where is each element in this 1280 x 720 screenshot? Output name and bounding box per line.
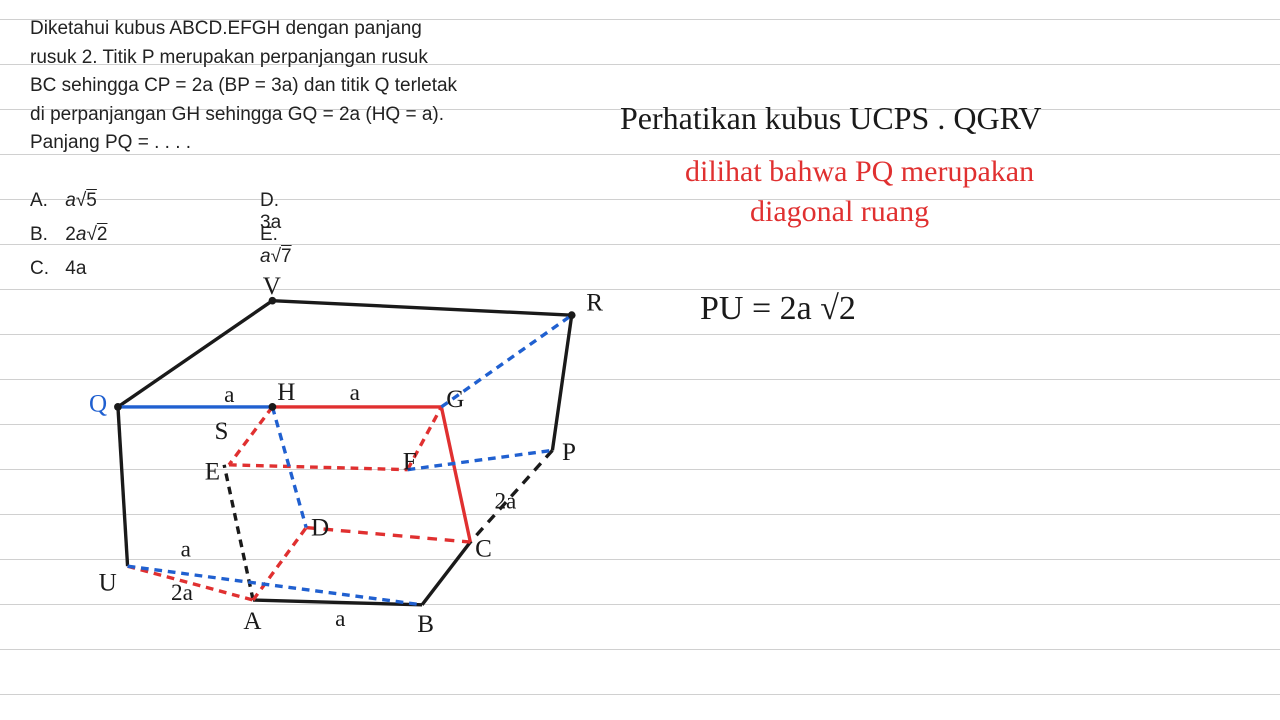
vertex-E: E — [205, 458, 220, 485]
option-b-value: 2a√2 — [65, 224, 107, 245]
edge-label-a3: a — [181, 537, 191, 563]
vertex-P: P — [562, 439, 576, 466]
option-a-value: a√5 — [65, 190, 97, 211]
edge-label-2a2: 2a — [494, 488, 516, 514]
vertex-Q: Q — [89, 391, 107, 418]
vertex-A: A — [243, 608, 261, 635]
vertex-S: S — [214, 418, 228, 445]
vertex-F: F — [403, 449, 417, 476]
problem-statement: Diketahui kubus ABCD.EFGH dengan panjang… — [30, 15, 510, 158]
handwriting-equation: PU = 2a √2 — [700, 290, 856, 328]
vertex-C: C — [475, 536, 492, 563]
problem-line-5: Panjang PQ = . . . . — [30, 129, 510, 158]
option-b-label: B. — [30, 224, 60, 246]
option-a-label: A. — [30, 190, 60, 212]
cube-diagram: V R Q S H G E F P U D C A B a a a 2a a 2… — [60, 270, 620, 650]
vertex-H: H — [277, 379, 295, 406]
edge-label-a2: a — [350, 380, 360, 406]
vertex-R: R — [586, 289, 603, 316]
vertex-V: V — [263, 273, 281, 300]
vertex-D: D — [311, 514, 329, 541]
edge-label-2a1: 2a — [171, 580, 193, 606]
vertex-B: B — [417, 611, 434, 638]
option-e-label: E. — [260, 224, 290, 246]
handwriting-title: Perhatikan kubus UCPS . QGRV — [620, 100, 1041, 137]
problem-line-4: di perpanjangan GH sehingga GQ = 2a (HQ … — [30, 101, 510, 130]
problem-line-1: Diketahui kubus ABCD.EFGH dengan panjang — [30, 15, 510, 44]
option-c-label: C. — [30, 258, 60, 280]
handwriting-note1: dilihat bahwa PQ merupakan — [685, 155, 1034, 189]
vertex-G: G — [446, 386, 464, 413]
option-e-value: a√7 — [260, 246, 292, 267]
problem-line-2: rusuk 2. Titik P merupakan perpanjangan … — [30, 44, 510, 73]
edge-label-a4: a — [335, 606, 345, 632]
handwriting-note2: diagonal ruang — [750, 195, 929, 229]
problem-line-3: BC sehingga CP = 2a (BP = 3a) dan titik … — [30, 72, 510, 101]
edge-label-a1: a — [224, 382, 234, 408]
vertex-U: U — [99, 569, 117, 596]
option-d-label: D. — [260, 190, 290, 212]
